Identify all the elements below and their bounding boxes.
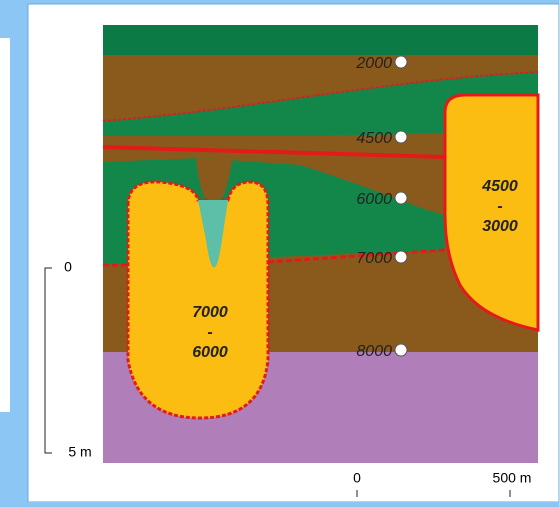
well: [395, 131, 407, 143]
well: [395, 344, 407, 356]
well: [395, 192, 407, 204]
cross-section: [103, 25, 538, 463]
well: [395, 251, 407, 263]
scale-label: 0: [353, 470, 361, 486]
top-layer: [103, 25, 538, 55]
scale-label: 0: [64, 259, 72, 275]
body-label: 4500: [481, 178, 518, 195]
side-panel: [0, 38, 10, 412]
contour-label: 2000: [355, 55, 392, 72]
well: [395, 56, 407, 68]
body-label: 6000: [192, 344, 228, 361]
body-label: 7000: [192, 304, 228, 321]
page: 2000 4500 6000 7000 8000 4500 - 3000 700…: [0, 0, 559, 502]
body-label: -: [497, 198, 502, 215]
left-body: [128, 182, 268, 418]
contour-label: 6000: [356, 191, 392, 208]
body-label: 3000: [482, 218, 518, 235]
scale-label: 500 m: [493, 470, 532, 486]
body-label: -: [207, 324, 212, 341]
contour-label: 7000: [356, 250, 392, 267]
scale-label: 5 m: [68, 444, 91, 460]
contour-label: 4500: [356, 130, 392, 147]
contour-label: 8000: [356, 343, 392, 360]
